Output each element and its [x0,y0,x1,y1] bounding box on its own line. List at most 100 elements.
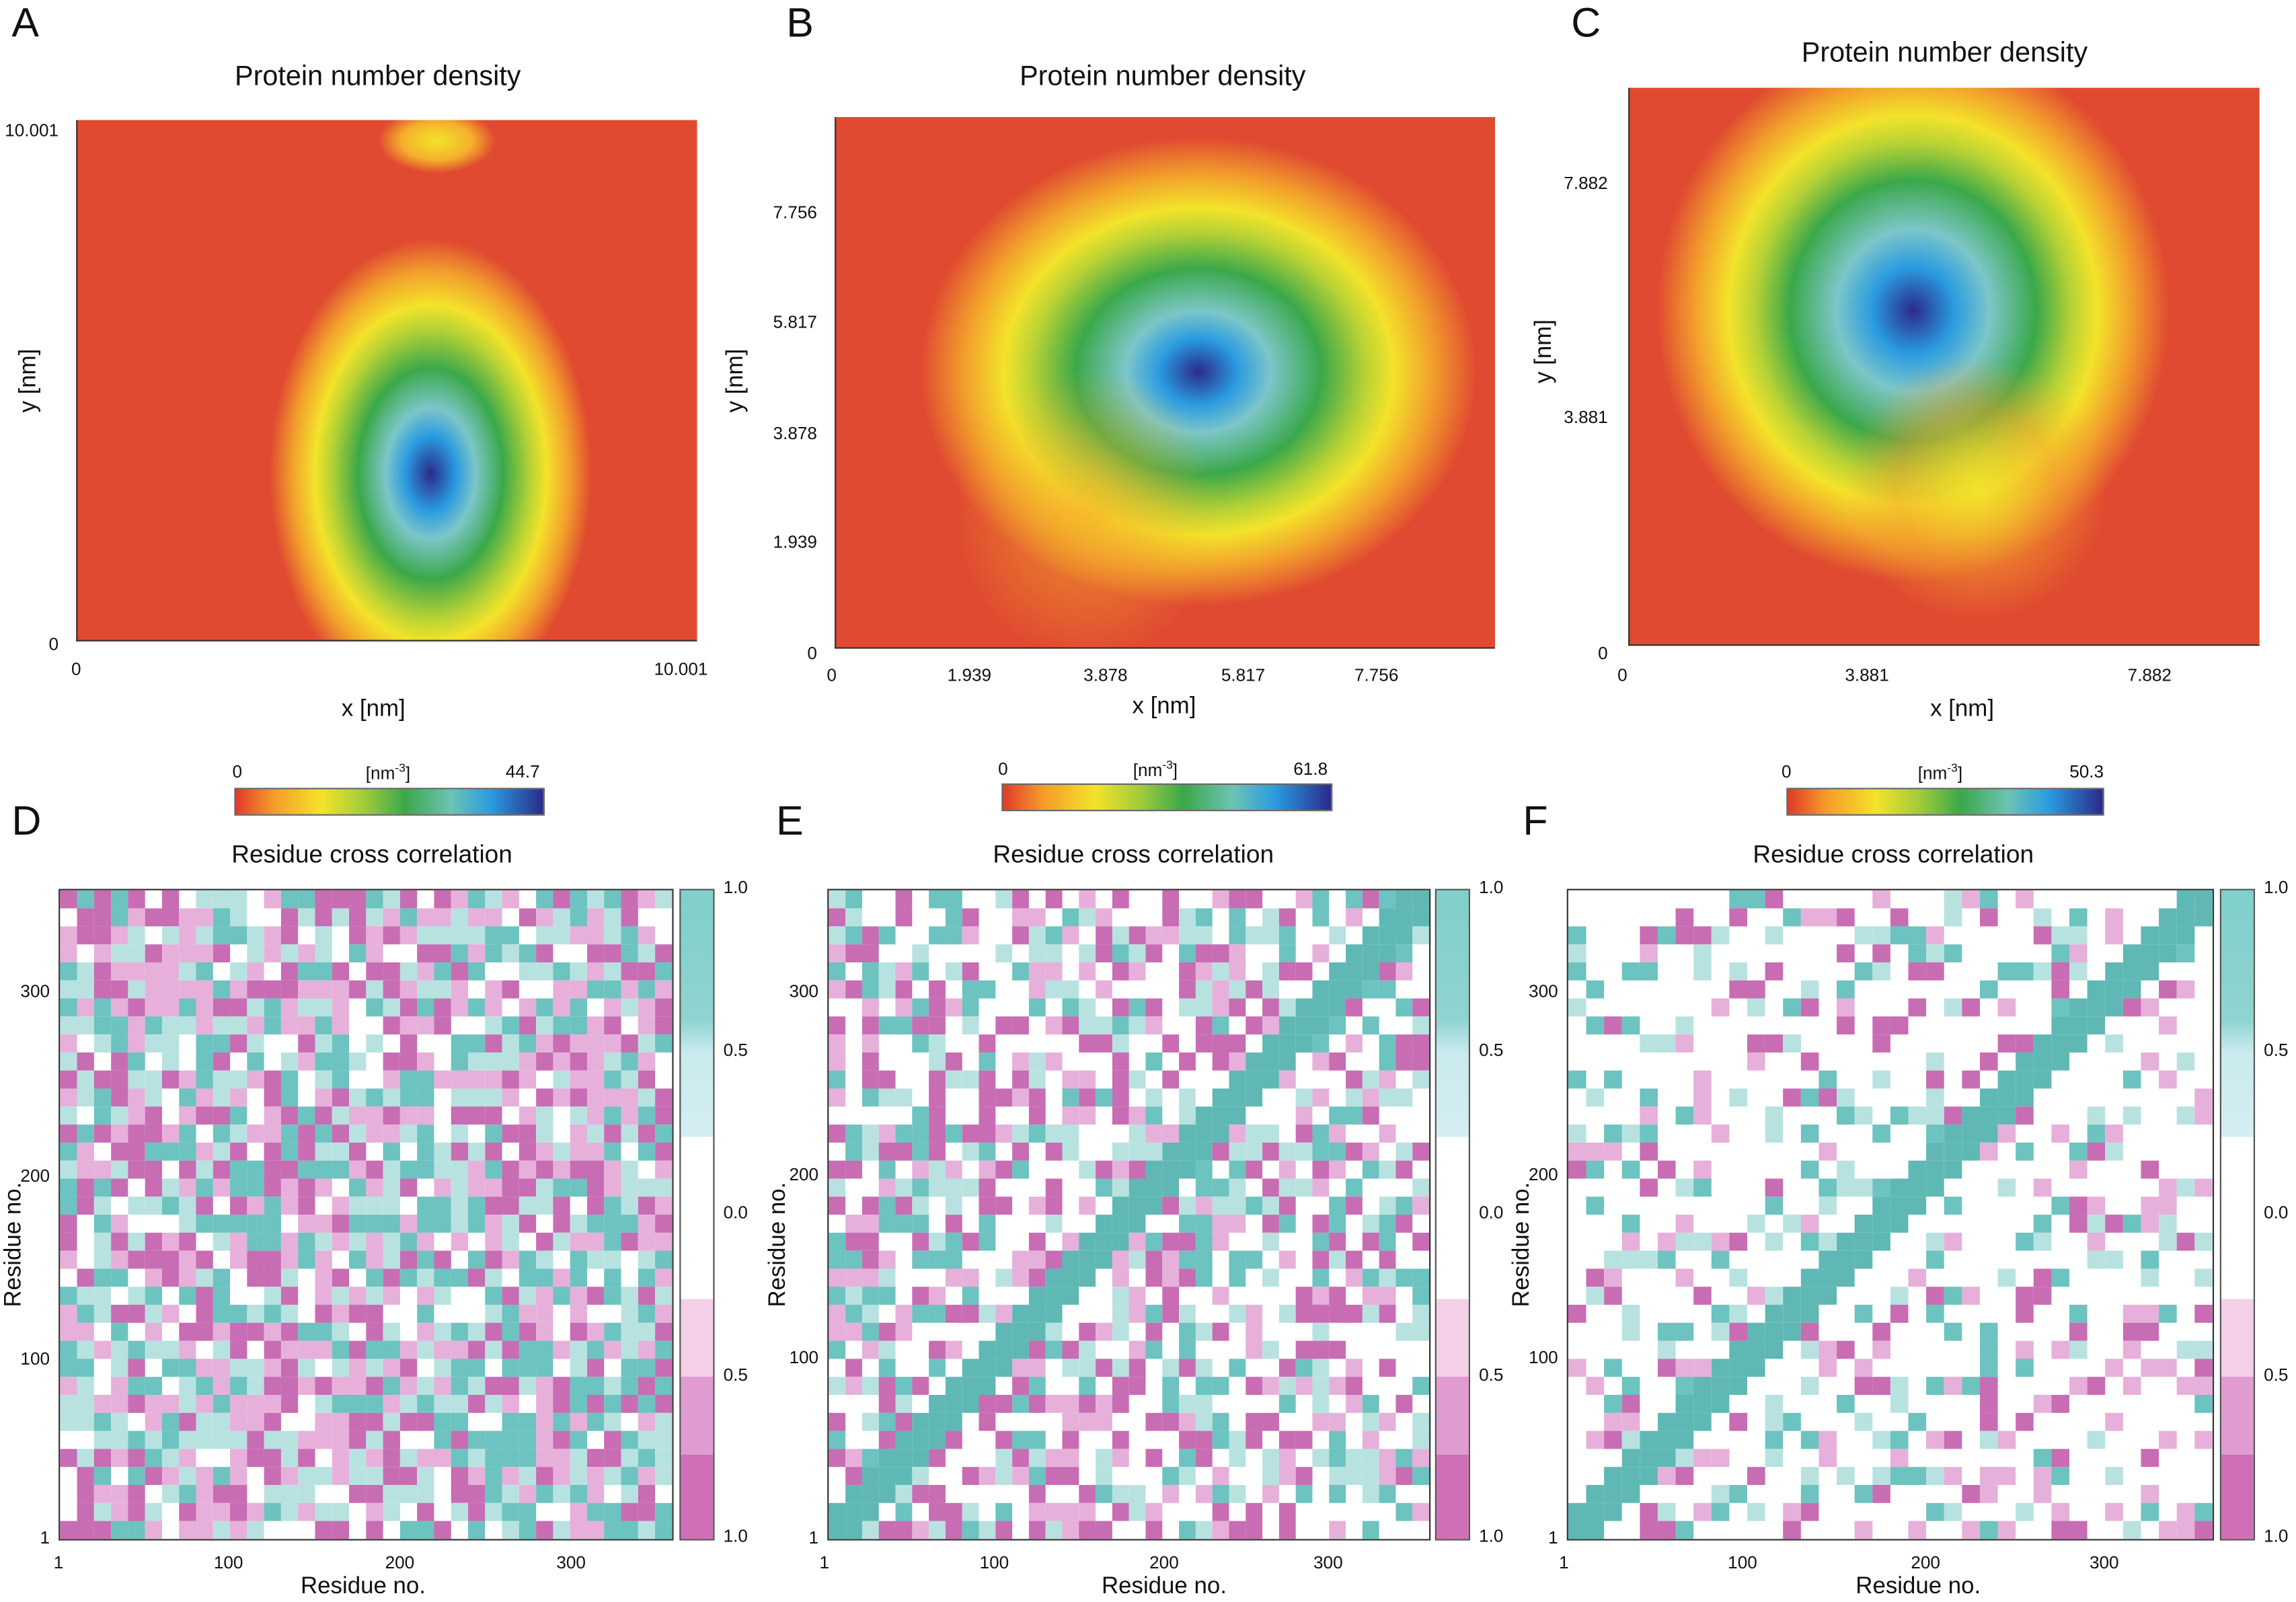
correlation-cell [111,1502,128,1521]
correlation-cell [519,1178,537,1197]
correlation-cell [349,1359,367,1377]
correlation-cell [264,1287,281,1305]
correlation-cell [638,1106,656,1125]
correlation-cell [1362,1016,1379,1035]
correlation-cell [1675,1412,1694,1431]
correlation-cell [2016,962,2034,981]
correlation-cell [604,1287,621,1305]
correlation-cell [1568,944,1586,962]
correlation-cell [655,1359,673,1377]
correlation-cell [1640,926,1658,945]
correlation-cell [2159,980,2177,999]
correlation-cell [829,980,846,999]
correlation-cell [485,1052,502,1071]
correlation-cell [111,962,128,981]
correlation-cell [1195,1484,1213,1503]
correlation-cell [1621,1467,1640,1485]
correlation-cell [1568,962,1586,981]
correlation-cell [1890,1196,1909,1215]
correlation-cell [502,1431,519,1449]
correlation-cell [2176,1106,2195,1125]
x-tick: 200 [1911,1552,1940,1573]
correlation-cell [2159,908,2177,927]
correlation-cell [1872,1196,1890,1215]
correlation-cell [1926,926,1944,945]
correlation-cell [586,926,605,945]
correlation-cell [77,1142,94,1161]
correlation-cell [1747,1340,1765,1359]
correlation-cell [1112,1142,1129,1161]
correlation-cell [1028,1340,1046,1359]
correlation-cell [845,1215,862,1233]
correlation-cell [2051,1196,2070,1215]
correlation-cell [638,1232,656,1251]
correlation-cell [280,1088,299,1107]
colorbar-tick: 1.0 [2264,1525,2289,1547]
correlation-cell [2194,1268,2213,1287]
correlation-cell [638,890,656,909]
correlation-cell [1329,1250,1346,1269]
correlation-cell [1854,1305,1873,1323]
colorbar-max: 50.3 [2069,761,2104,782]
correlation-cell [1765,1196,1784,1215]
correlation-cell [1112,1502,1129,1521]
correlation-cell [179,1521,196,1539]
correlation-cell [298,1215,315,1233]
correlation-cell [570,1034,587,1053]
correlation-cell [945,1340,962,1359]
correlation-cell [196,1160,213,1179]
correlation-cell [1346,1034,1363,1053]
correlation-cell [179,1160,196,1179]
correlation-cell [586,1377,605,1395]
correlation-cell [179,1502,196,1521]
correlation-cell [2159,944,2177,962]
correlation-cell [1379,1034,1396,1053]
correlation-cell [895,1178,913,1197]
correlation-cell [213,1070,231,1089]
correlation-cell [451,1502,469,1521]
correlation-cell [1079,1377,1096,1395]
correlation-cell [77,1268,94,1287]
correlation-cell [536,1431,553,1449]
y-tick: 300 [1529,981,1558,1002]
correlation-cell [1262,980,1279,999]
correlation-cell [60,1215,77,1233]
correlation-cell [1312,908,1330,927]
correlation-cell [519,1502,537,1521]
correlation-cell [862,1322,879,1341]
correlation-cell [230,998,247,1017]
correlation-cell [1145,1305,1163,1323]
correlation-cell [77,1124,94,1143]
correlation-cell [829,1034,846,1053]
colorbar-tick: 0.5 [723,1365,748,1385]
correlation-cell [1145,1521,1163,1539]
correlation-cell [468,908,486,927]
correlation-cell [553,890,570,909]
correlation-cell [1926,1377,1944,1395]
correlation-cell [399,1484,418,1503]
panel-letter-c: C [1571,0,1601,46]
correlation-cell [1412,1268,1430,1287]
correlation-cell [1872,890,1890,909]
panel-b-title: Protein number density [1020,61,1306,93]
correlation-cell [1747,1287,1765,1305]
correlation-cell [2087,998,2106,1017]
correlation-cell [1621,1322,1640,1341]
correlation-cell [383,1287,400,1305]
correlation-cell [536,1034,553,1053]
correlation-cell [1145,1232,1163,1251]
correlation-cell [468,1521,486,1539]
correlation-cell [1128,944,1146,962]
correlation-cell [1179,1359,1196,1377]
correlation-cell [2141,944,2159,962]
correlation-cell [485,1215,502,1233]
correlation-cell [1890,1377,1909,1395]
correlation-cell [230,1088,247,1107]
correlation-cell [77,1088,94,1107]
correlation-cell [1379,1052,1396,1071]
correlation-cell [451,1070,469,1089]
correlation-cell [399,1521,418,1539]
correlation-cell [128,926,145,945]
correlation-cell [1379,1305,1396,1323]
correlation-cell [1128,1359,1146,1377]
